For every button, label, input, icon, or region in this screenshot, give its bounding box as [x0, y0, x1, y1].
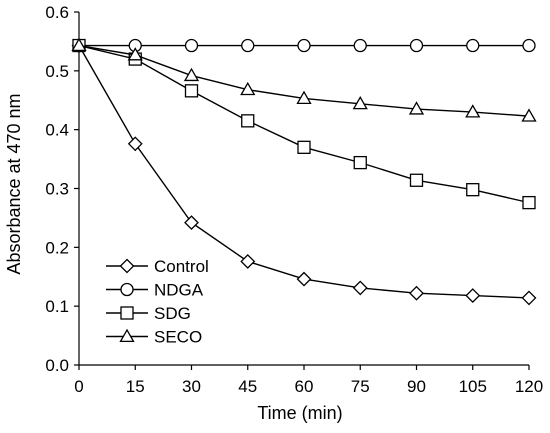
data-point: [184, 38, 199, 53]
data-point: [184, 215, 199, 231]
data-point: [408, 101, 425, 115]
x-tick-label: 120: [515, 377, 543, 396]
data-point: [240, 81, 256, 96]
data-point: [296, 90, 312, 105]
data-point: [241, 38, 255, 53]
x-tick-label: 15: [126, 377, 145, 396]
legend-item-control: Control: [106, 257, 209, 276]
data-point: [409, 38, 424, 53]
x-tick-label: 90: [407, 377, 426, 396]
series-sdg: [72, 38, 536, 210]
x-tick-label: 0: [74, 377, 83, 396]
data-point: [183, 67, 200, 82]
y-tick-label: 0.5: [45, 62, 69, 81]
data-point: [71, 37, 87, 52]
legend-marker: [120, 282, 134, 297]
legend: Control NDGA SDG SECO: [106, 257, 209, 347]
legend-label: NDGA: [154, 281, 204, 300]
data-point: [296, 271, 312, 287]
data-point: [465, 104, 481, 118]
x-tick-label: 105: [459, 377, 487, 396]
y-tick-label: 0.1: [45, 297, 69, 316]
data-point: [353, 38, 367, 53]
y-axis-title: Absorbance at 470 nm: [4, 93, 24, 274]
series-ndga: [72, 38, 536, 53]
series-control: [71, 38, 537, 306]
data-point: [184, 84, 199, 98]
legend-item-seco: SECO: [106, 328, 202, 347]
y-tick-label: 0.3: [45, 180, 69, 199]
data-point: [241, 114, 255, 128]
series-seco: [71, 37, 537, 122]
series-layer: [71, 37, 537, 306]
x-axis-title: Time (min): [257, 403, 342, 423]
legend-label: Control: [154, 257, 209, 276]
y-tick-label: 0.2: [45, 238, 69, 257]
data-point: [466, 183, 480, 197]
y-tick-label: 0.6: [45, 3, 69, 22]
legend-item-ndga: NDGA: [106, 281, 204, 300]
legend-marker: [119, 328, 135, 343]
data-point: [521, 290, 537, 306]
series-line: [78, 44, 530, 204]
data-point: [297, 140, 311, 154]
series-line: [78, 45, 530, 299]
data-point: [409, 173, 424, 187]
data-point: [240, 254, 256, 269]
legend-marker: [120, 306, 134, 320]
legend-marker: [119, 258, 135, 274]
data-point: [466, 38, 480, 53]
data-point: [127, 47, 143, 61]
ticks: 0.0 0.1 0.2 0.3 0.4 0.5 0.6 0 15 30 45 60 75 90 105 120: [45, 3, 543, 396]
x-tick-label: 30: [182, 377, 201, 396]
y-tick-label: 0.4: [45, 121, 69, 140]
data-point: [465, 288, 481, 303]
data-point: [522, 195, 536, 210]
y-tick-label: 0.0: [45, 356, 69, 375]
data-point: [297, 38, 311, 53]
x-tick-label: 60: [295, 377, 314, 396]
legend-label: SECO: [154, 328, 202, 347]
data-point: [352, 280, 368, 296]
data-point: [352, 95, 368, 110]
data-point: [521, 108, 537, 122]
data-point: [522, 38, 536, 53]
data-point: [409, 285, 424, 301]
x-tick-label: 45: [238, 377, 257, 396]
legend-label: SDG: [154, 304, 191, 323]
legend-item-sdg: SDG: [106, 304, 191, 323]
x-tick-label: 75: [351, 377, 370, 396]
data-point: [127, 136, 143, 152]
series-line: [78, 44, 530, 117]
data-point: [353, 155, 367, 170]
